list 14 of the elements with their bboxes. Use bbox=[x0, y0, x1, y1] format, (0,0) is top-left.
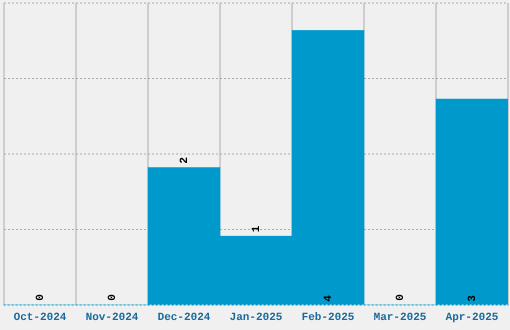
data-label: 4 bbox=[322, 294, 335, 302]
data-label: 0 bbox=[394, 294, 407, 301]
x-tick-label: Nov-2024 bbox=[86, 312, 139, 324]
x-tick-label: Oct-2024 bbox=[14, 312, 67, 324]
x-tick-label: Mar-2025 bbox=[374, 312, 427, 324]
x-tick-label: Apr-2025 bbox=[446, 312, 499, 324]
x-tick-label: Feb-2025 bbox=[302, 312, 355, 324]
x-tick-label: Dec-2024 bbox=[158, 312, 211, 324]
data-label: 3 bbox=[466, 294, 479, 302]
data-label: 0 bbox=[34, 294, 47, 301]
data-label: 2 bbox=[178, 157, 191, 164]
data-label: 1 bbox=[250, 225, 263, 232]
data-label: 0 bbox=[106, 294, 119, 301]
x-tick-label: Jan-2025 bbox=[230, 312, 283, 324]
